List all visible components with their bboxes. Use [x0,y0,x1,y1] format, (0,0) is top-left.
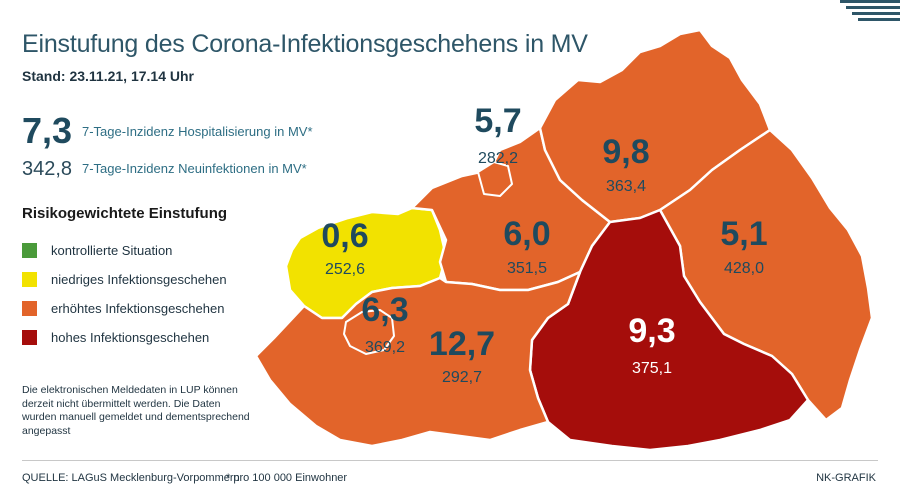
region-value: 6,0 [503,215,550,253]
region-value: 5,1 [720,215,767,253]
legend-swatch [22,242,37,258]
legend-item-elevated: erhöhtes Infektionsgeschehen [22,299,224,317]
region-value: 12,7 [429,325,495,363]
region-value: 9,8 [602,133,649,171]
region-vorpommern-ruegen[interactable] [538,28,772,224]
footer-divider [22,460,878,461]
label-region-7: 9,3 375,1 [628,312,675,377]
region-value: 0,6 [321,217,368,255]
new-infections-label: 7-Tage-Inzidenz Neuinfektionen in MV* [82,161,307,176]
legend-item-controlled: kontrollierte Situation [22,241,172,259]
hospitalization-value: 7,3 [22,110,73,151]
region-incidence: 351,5 [507,260,547,277]
label-region-5: 6,3 369,2 [361,291,408,356]
region-value: 6,3 [361,291,408,329]
legend-swatch [22,300,37,316]
label-region-6: 12,7 292,7 [429,325,495,386]
legend-item-low: niedriges Infektionsgeschehen [22,270,227,288]
legend-title: Risikogewichtete Einstufung [22,205,228,222]
corner-stripes-decoration [840,0,900,21]
legend-item-high: hohes Infektionsgeschehen [22,328,209,346]
page-title: Einstufung des Corona-Infektionsgeschehe… [22,30,588,58]
region-incidence: 292,7 [442,369,482,386]
legend-swatch [22,329,37,345]
region-incidence: 252,6 [325,261,365,278]
region-incidence: 282,2 [478,150,518,167]
legend-swatch [22,271,37,287]
legend-label: niedriges Infektionsgeschehen [51,271,227,287]
region-ludwigslust-parchim[interactable] [254,270,582,448]
label-region-1: 5,7 282,2 [474,102,521,167]
footnote-text: * pro 100 000 Einwohner [226,472,348,484]
data-note: Die elektronischen Meldedaten in LUP kön… [22,384,250,437]
legend-label: kontrollierte Situation [51,242,173,258]
source-text: QUELLE: LAGuS Mecklenburg-Vorpommern [22,472,240,484]
region-incidence: 428,0 [724,260,764,277]
region-incidence: 363,4 [606,178,646,195]
region-value: 5,7 [474,102,521,140]
label-region-4: 5,1 428,0 [720,215,767,277]
region-incidence: 369,2 [365,339,405,356]
stand-timestamp: Stand: 23.11.21, 17.14 Uhr [22,68,194,84]
label-region-0: 0,6 252,6 [321,217,368,278]
legend-label: erhöhtes Infektionsgeschehen [51,300,225,316]
credit-text: NK-GRAFIK [816,472,876,484]
hospitalization-label: 7-Tage-Inzidenz Hospitalisierung in MV* [82,124,313,139]
label-region-2: 9,8 363,4 [602,133,649,195]
new-infections-value: 342,8 [22,158,73,180]
region-rostock-city[interactable] [477,161,513,197]
legend-label: hohes Infektionsgeschehen [51,329,210,345]
region-schwerin[interactable] [343,309,395,355]
region-value: 9,3 [628,312,675,350]
region-incidence: 375,1 [632,360,672,377]
label-region-3: 6,0 351,5 [503,215,550,277]
